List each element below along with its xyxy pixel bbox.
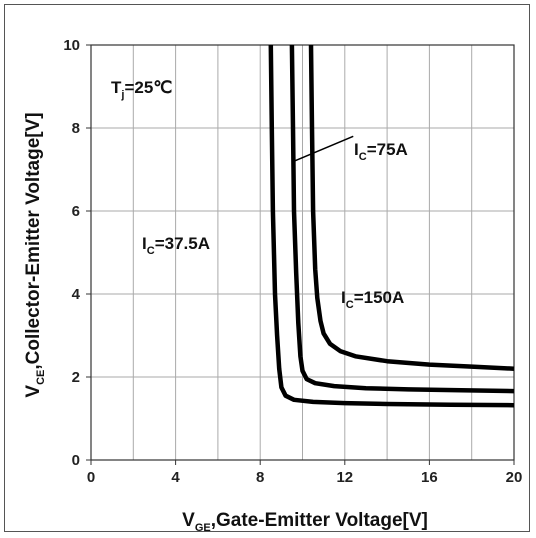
y-tick-label-2: 4 xyxy=(72,286,81,303)
x-tick-label-3: 12 xyxy=(336,469,353,486)
y-tick-label-5: 10 xyxy=(63,37,80,54)
chart-frame: 0 4 8 12 16 20 0 2 4 6 8 10 Tj=25℃ IC=75A IC=37.5A … xyxy=(4,4,530,533)
y-tick-label-1: 2 xyxy=(72,369,80,386)
x-tick-label-4: 16 xyxy=(421,469,438,486)
series-line-3 xyxy=(308,44,515,371)
y-tick-label-3: 6 xyxy=(72,203,80,220)
series-line-2 xyxy=(289,44,515,394)
y-tick-label-0: 0 xyxy=(72,452,80,469)
y-axis-title: VCE,Collector-Emitter Voltage[V] xyxy=(23,112,47,397)
axis-ticks: 0 4 8 12 16 20 0 2 4 6 8 10 xyxy=(63,37,522,486)
series-lines xyxy=(268,44,515,408)
annotation-ic-37-5a: IC=37.5A xyxy=(142,234,210,257)
y-tick-label-4: 8 xyxy=(72,120,80,137)
pointer-line xyxy=(293,135,354,162)
plot-border xyxy=(90,44,515,461)
x-axis-title: VGE,Gate-Emitter Voltage[V] xyxy=(182,510,428,533)
annotation-ic-150a: IC=150A xyxy=(341,288,404,311)
x-tick-label-1: 4 xyxy=(171,469,180,486)
x-tick-label-2: 8 xyxy=(256,469,264,486)
x-tick-label-5: 20 xyxy=(506,469,523,486)
series-line-1 xyxy=(268,44,515,408)
annotation-tj: Tj=25℃ xyxy=(111,78,172,101)
annotation-ic-75a: IC=75A xyxy=(354,140,408,163)
x-tick-label-0: 0 xyxy=(87,469,95,486)
